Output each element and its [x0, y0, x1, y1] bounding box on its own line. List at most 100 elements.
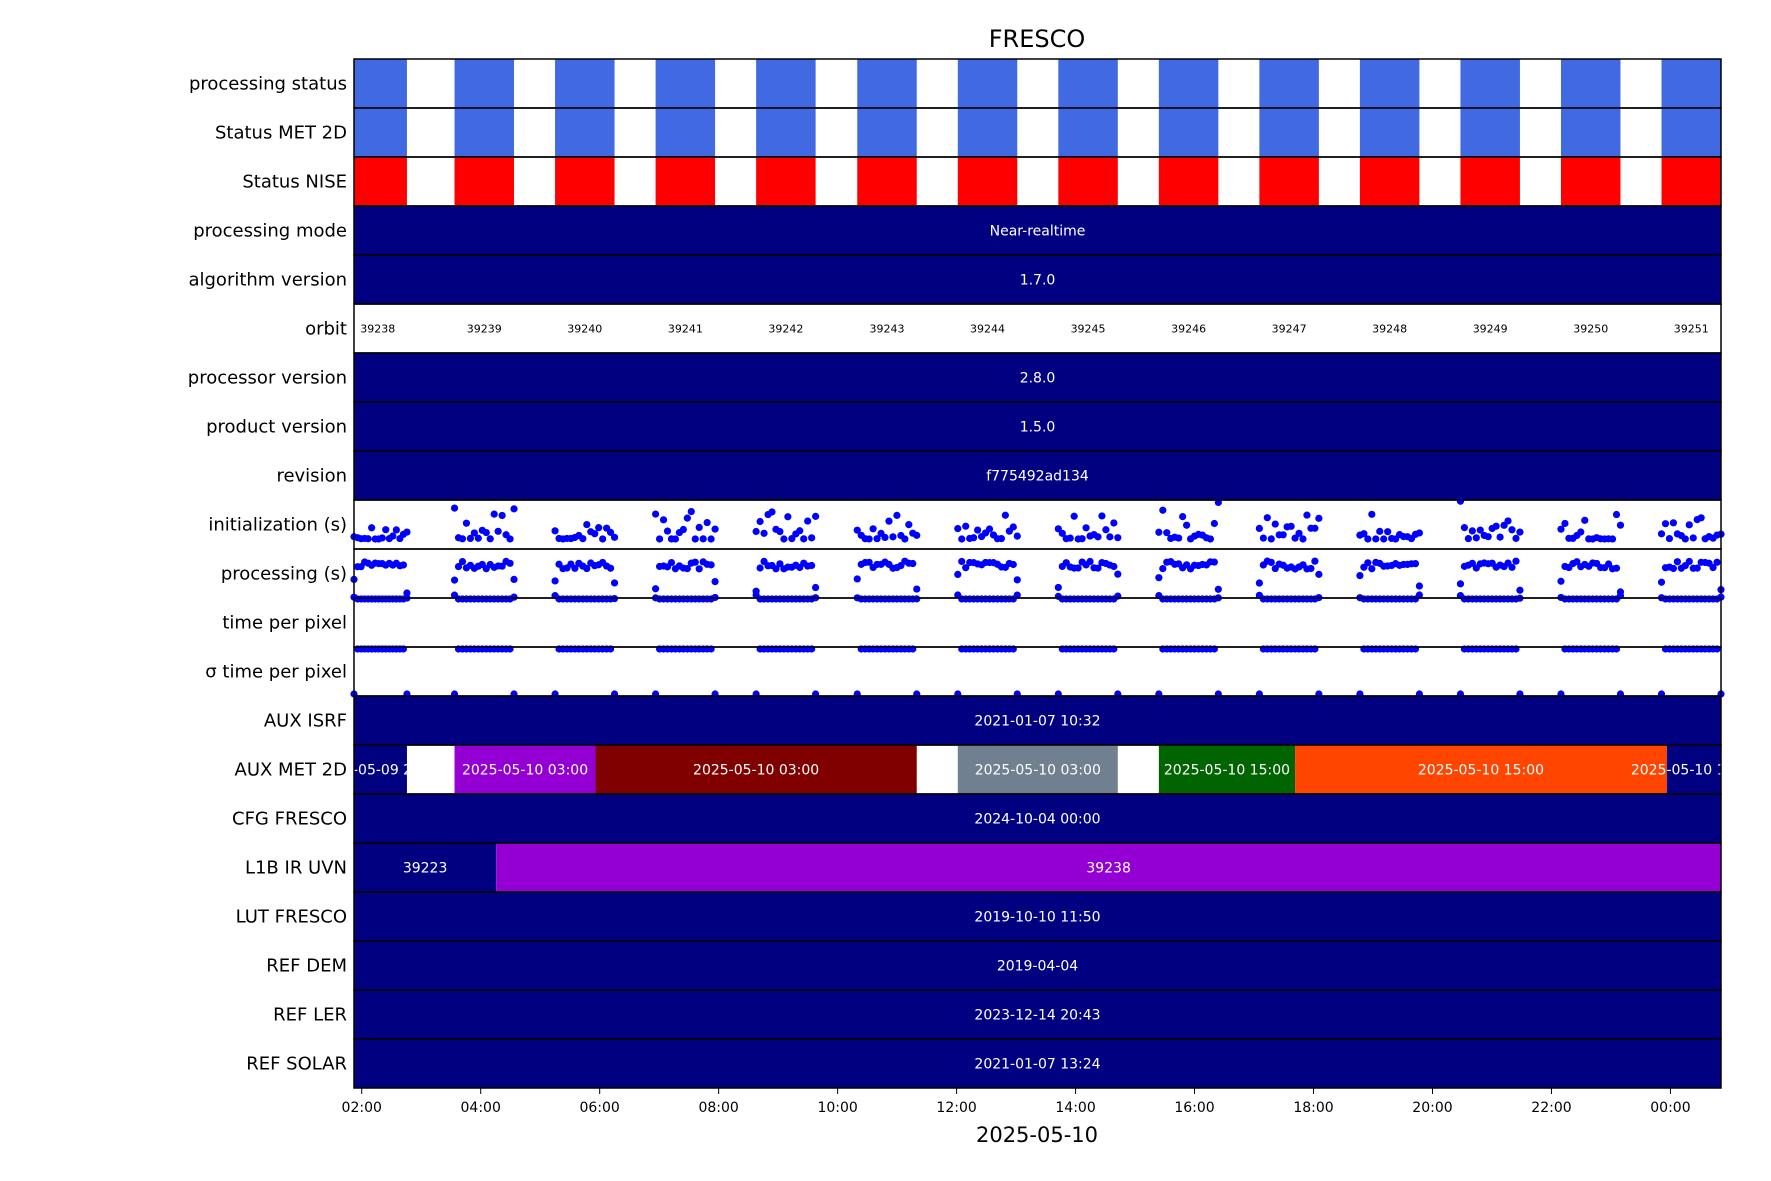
- block-processing-status-1: [454, 59, 515, 108]
- block-processing-status-3: [655, 59, 716, 108]
- point-initialization-s-7-11: [1098, 512, 1106, 520]
- point-initialization-s-2-8: [583, 520, 591, 529]
- band-label-revision: f775492ad134: [986, 469, 1089, 485]
- block-status-nise-2: [555, 157, 615, 206]
- block-status-met-2d-8: [1158, 108, 1219, 157]
- point-processing-s-0-14: [399, 561, 408, 569]
- segment-label-aux-met-2d-2: 2025-05-10 03:00: [693, 763, 819, 779]
- point-initialization-s-6-2: [962, 522, 970, 530]
- row-label-algorithm-version: algorithm version: [188, 270, 347, 291]
- point-initialization-s-1-12: [498, 511, 506, 520]
- point-initialization-s-1-10: [490, 510, 498, 518]
- x-tick-label-1: 04:00: [461, 1100, 501, 1116]
- point-initialization-s-5-7: [881, 533, 889, 542]
- point-time-per-pixel-10-15: [1415, 591, 1424, 599]
- x-tick-label-6: 14:00: [1055, 1100, 1095, 1116]
- point-processing-s-11-14: [1512, 557, 1520, 565]
- point-processing-s-6-15: [1013, 576, 1021, 584]
- point-processing-s-2-5: [571, 564, 579, 572]
- block-status-met-2d-1: [454, 108, 515, 157]
- point-processing-s-3-8: [683, 564, 691, 573]
- point-processing-s-2-14: [606, 564, 615, 572]
- point-initialization-s-4-14: [808, 534, 816, 542]
- orbit-label-39251: 39251: [1674, 323, 1709, 336]
- point-initialization-s-11-2: [1464, 535, 1472, 543]
- point-processing-s-7-8: [1086, 557, 1094, 566]
- orbit-label-39240: 39240: [567, 323, 602, 336]
- segment-label-l1b-ir-uvn-1: 39238: [1086, 861, 1131, 877]
- point-initialization-s-2-7: [579, 535, 587, 543]
- point-initialization-s-8-2: [1163, 529, 1171, 537]
- point-initialization-s-6-11: [997, 534, 1006, 543]
- point-initialization-s-5-0: [853, 526, 861, 534]
- point-processing-s-3-14: [707, 561, 715, 569]
- point-processing-s-8-1: [1159, 565, 1167, 573]
- point-initialization-s-7-7: [1082, 524, 1090, 532]
- band-processing-mode: [354, 206, 1721, 255]
- point-processing-s-7-15: [1114, 570, 1122, 578]
- point-initialization-s-3-2: [659, 516, 668, 524]
- point-initialization-s-5-4: [869, 525, 877, 533]
- row-label-processing-s: processing (s): [221, 564, 347, 585]
- block-status-nise-4: [756, 157, 816, 206]
- point-processing-s-8-0: [1155, 574, 1163, 582]
- block-status-nise-7: [1058, 157, 1118, 206]
- band-label-aux-isrf: 2021-01-07 10:32: [974, 714, 1100, 730]
- point-processing-s-10-15: [1415, 582, 1424, 590]
- row-label-lut-fresco: LUT FRESCO: [236, 907, 347, 928]
- point-initialization-s-4-13: [804, 517, 812, 525]
- point-initialization-s-10-1: [1360, 530, 1368, 538]
- x-tick-label-9: 20:00: [1412, 1100, 1452, 1116]
- block-processing-status-4: [756, 59, 816, 108]
- scatter-time-per-pixel: [350, 645, 1725, 698]
- band-label-product-version: 1.5.0: [1020, 420, 1056, 436]
- point-processing-s-6-2: [962, 564, 970, 572]
- point-initialization-s-10-6: [1380, 535, 1388, 543]
- point-initialization-s-9-9: [1291, 534, 1299, 542]
- point-initialization-s-7-1: [1058, 529, 1066, 537]
- point-processing-s-3-15: [711, 578, 719, 586]
- point-initialization-s-8-6: [1179, 512, 1187, 521]
- band-product-version: [354, 402, 1721, 451]
- point-processing-s-9-14: [1311, 557, 1319, 565]
- point-processing-s-2-0: [551, 577, 559, 585]
- point-initialization-s-1-8: [482, 528, 490, 537]
- block-status-nise-9: [1259, 157, 1319, 206]
- point-processing-s-4-1: [756, 564, 764, 572]
- block-status-met-2d-7: [1058, 108, 1118, 157]
- point-processing-s-7-14: [1110, 562, 1118, 571]
- block-status-met-2d-0: [354, 108, 407, 157]
- point-initialization-s-0-12: [392, 526, 400, 534]
- block-status-met-2d-13: [1661, 108, 1721, 157]
- point-initialization-s-9-11: [1299, 535, 1307, 543]
- point-processing-s-8-15: [1214, 585, 1222, 593]
- point-initialization-s-12-14: [1612, 510, 1621, 519]
- segment-label-l1b-ir-uvn-0: 39223: [403, 861, 448, 877]
- row-frame-ref-solar: [353, 1038, 1722, 1089]
- point-initialization-s-2-12: [599, 535, 607, 543]
- point-initialization-s-3-10: [691, 535, 699, 543]
- block-status-met-2d-10: [1359, 108, 1420, 157]
- orbit-label-39238: 39238: [360, 323, 395, 336]
- block-status-nise-0: [354, 157, 407, 206]
- point-initialization-s-4-6: [776, 527, 784, 536]
- point-initialization-s-13-0: [1657, 530, 1666, 538]
- block-processing-status-5: [857, 59, 917, 108]
- point-time-per-pixel-1-15: [510, 593, 518, 601]
- point-processing-s-4-15: [812, 583, 820, 592]
- row-label-aux-isrf: AUX ISRF: [264, 711, 347, 732]
- block-processing-status-6: [957, 59, 1018, 108]
- band-revision: [354, 451, 1721, 500]
- band-label-ref-solar: 2021-01-07 13:24: [974, 1057, 1100, 1073]
- point-initialization-s-11-3: [1468, 527, 1476, 535]
- point-initialization-s-13-10: [1697, 514, 1705, 522]
- point-initialization-s-9-3: [1267, 535, 1275, 543]
- point-initialization-s-5-9: [889, 533, 897, 541]
- point-initialization-s-1-14: [506, 535, 514, 543]
- point-initialization-s-6-12: [1001, 511, 1009, 519]
- point-initialization-s-5-5: [873, 535, 881, 543]
- point-initialization-s-2-0: [551, 527, 559, 535]
- point-initialization-s-4-11: [796, 527, 804, 535]
- point-initialization-s-3-11: [695, 523, 703, 532]
